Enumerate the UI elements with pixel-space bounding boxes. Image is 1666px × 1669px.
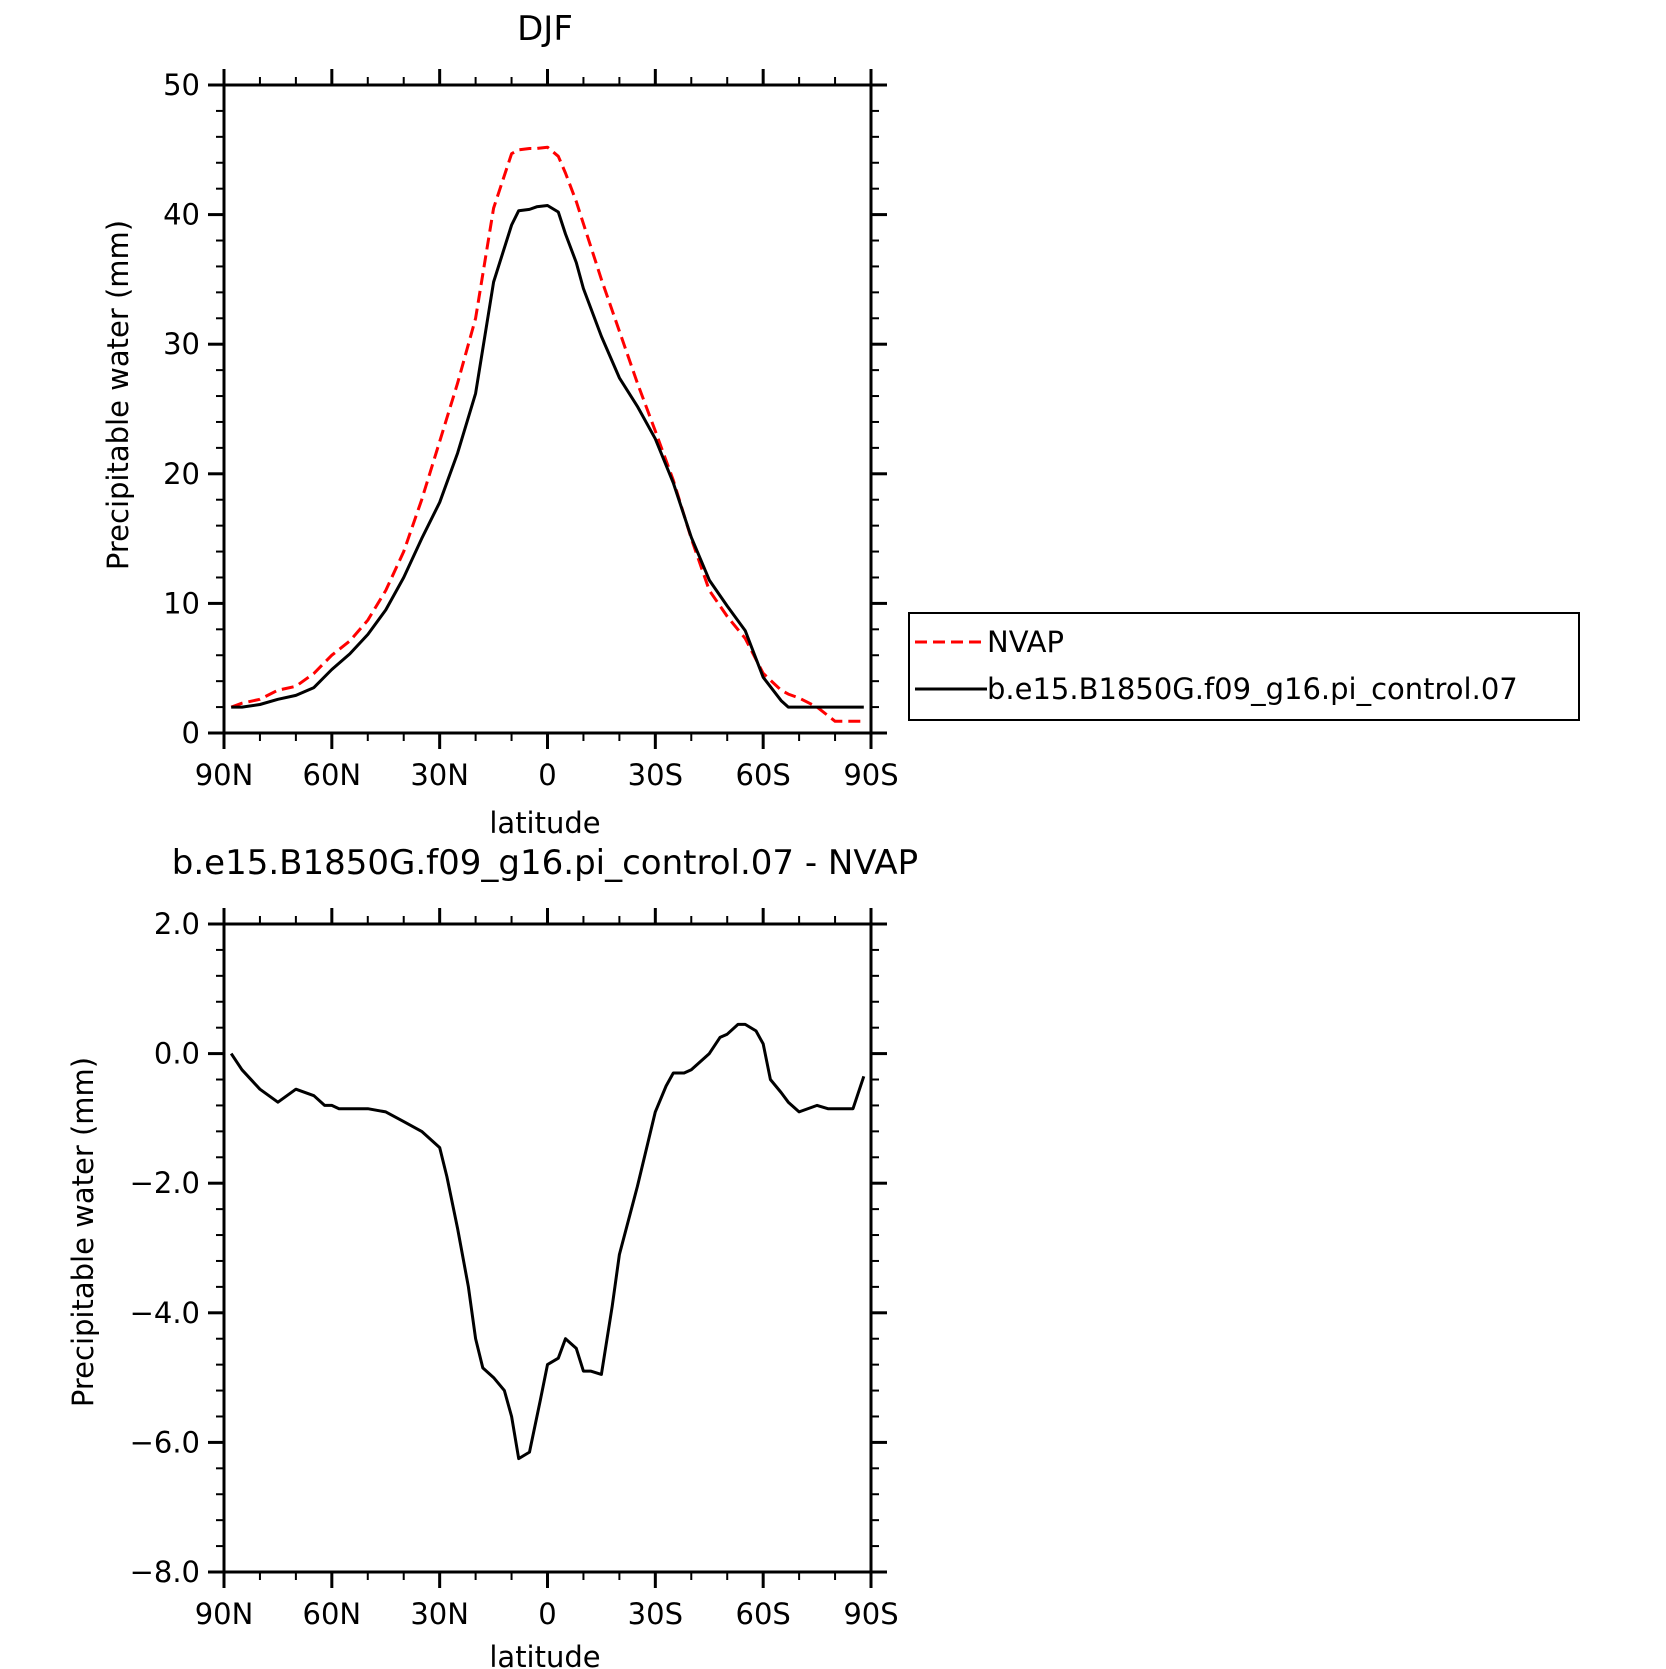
series-line-b-e15-b1850g-f09-g16-pi-control-07 xyxy=(231,204,864,709)
y-tick-label: −2.0 xyxy=(130,1166,200,1200)
y-axis-label: Precipitable water (mm) xyxy=(101,220,135,570)
chart-title: b.e15.B1850G.f09_g16.pi_control.07 - NVA… xyxy=(172,843,918,883)
y-tick-label: 40 xyxy=(163,198,200,232)
x-tick-label: 30N xyxy=(410,758,469,792)
plot-frame xyxy=(222,922,873,1574)
x-tick-label: 90N xyxy=(195,758,254,792)
series-line-difference xyxy=(229,1022,866,1461)
y-ticks: 0 10 20 30 40 50 xyxy=(163,68,887,750)
y-tick-label: 0.0 xyxy=(154,1037,200,1071)
y-tick-label: 2.0 xyxy=(154,907,200,941)
x-axis-label: latitude xyxy=(489,1640,600,1669)
x-ticks: 90N 60N 30N 0 30S 60S 90S xyxy=(195,908,899,1631)
minor-ticks xyxy=(216,916,879,1580)
panel-difference: b.e15.B1850G.f09_g16.pi_control.07 - NVA… xyxy=(66,843,918,1669)
plot-frame xyxy=(222,83,873,735)
series-layer xyxy=(230,145,864,723)
x-tick-label: 90S xyxy=(843,758,898,792)
x-tick-label: 60N xyxy=(303,758,362,792)
x-tick-label: 30S xyxy=(628,1597,683,1631)
panel-djf: DJF 0 10 20 30 40 50 90N 60N 30N 0 30S 60S 90S Prec… xyxy=(101,9,1580,840)
series-line-nvap xyxy=(230,145,864,723)
series-layer xyxy=(229,1022,866,1461)
y-tick-label: 10 xyxy=(163,586,200,620)
x-tick-label: 90N xyxy=(195,1597,254,1631)
y-tick-label: −4.0 xyxy=(130,1296,200,1330)
x-tick-label: 0 xyxy=(538,1597,556,1631)
x-tick-label: 30N xyxy=(410,1597,469,1631)
y-tick-label: 50 xyxy=(163,68,200,102)
y-tick-label: −6.0 xyxy=(130,1425,200,1459)
legend-label-nvap: NVAP xyxy=(987,625,1064,659)
y-axis-label: Precipitable water (mm) xyxy=(66,1057,100,1407)
x-tick-label: 0 xyxy=(538,758,556,792)
y-tick-label: −8.0 xyxy=(130,1555,200,1589)
minor-ticks xyxy=(216,77,879,741)
x-tick-label: 60S xyxy=(736,758,791,792)
x-tick-label: 60N xyxy=(303,1597,362,1631)
x-tick-label: 30S xyxy=(628,758,683,792)
legend-box xyxy=(908,612,1580,721)
chart-title: DJF xyxy=(517,9,573,49)
x-axis-label: latitude xyxy=(489,806,600,840)
y-ticks: 2.0 0.0 −2.0 −4.0 −6.0 −8.0 xyxy=(130,907,887,1589)
legend-label-model: b.e15.B1850G.f09_g16.pi_control.07 xyxy=(987,672,1518,706)
y-tick-label: 20 xyxy=(163,457,200,491)
legend: NVAP b.e15.B1850G.f09_g16.pi_control.07 xyxy=(908,612,1580,721)
y-tick-label: 30 xyxy=(163,327,200,361)
y-tick-label: 0 xyxy=(182,716,200,750)
x-tick-label: 60S xyxy=(736,1597,791,1631)
x-tick-label: 90S xyxy=(843,1597,898,1631)
